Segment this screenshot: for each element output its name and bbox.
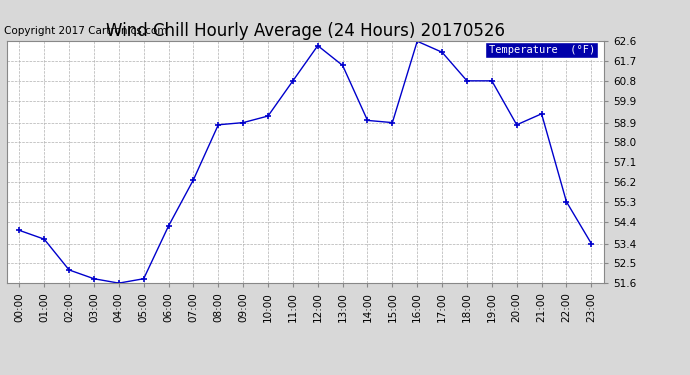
Text: Temperature  (°F): Temperature (°F) xyxy=(489,45,595,55)
Title: Wind Chill Hourly Average (24 Hours) 20170526: Wind Chill Hourly Average (24 Hours) 201… xyxy=(106,22,505,40)
Text: Copyright 2017 Cartronics.com: Copyright 2017 Cartronics.com xyxy=(4,26,167,36)
